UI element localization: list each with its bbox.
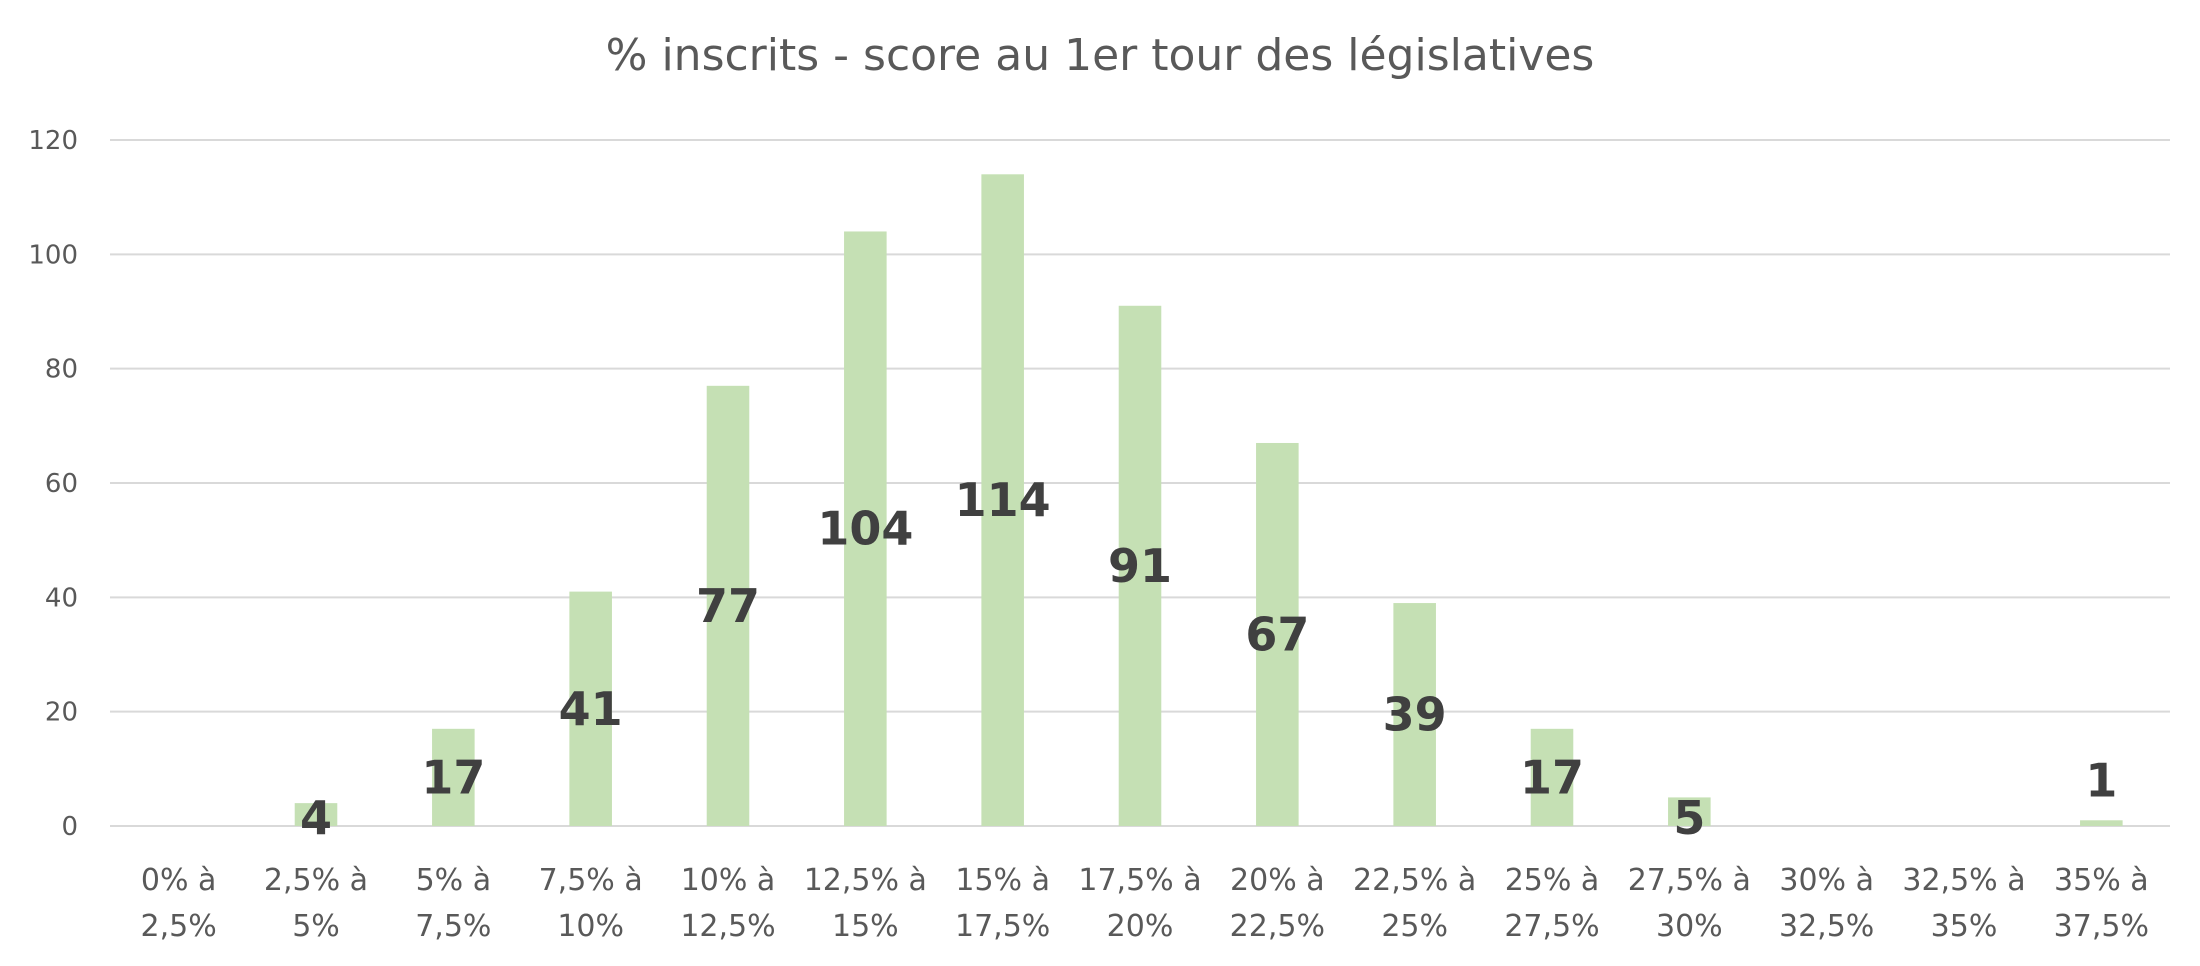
x-tick-label: 25% à bbox=[1505, 863, 1600, 898]
data-label: 1 bbox=[2085, 753, 2117, 807]
x-tick-label: 10% à bbox=[681, 863, 776, 898]
x-tick-label: 2,5% à bbox=[264, 863, 368, 898]
chart-title: % inscrits - score au 1er tour des légis… bbox=[605, 30, 1595, 81]
x-tick-label: 15% à bbox=[955, 863, 1050, 898]
x-tick-label: 25% bbox=[1381, 909, 1448, 944]
data-label: 17 bbox=[1520, 750, 1584, 804]
y-tick-label: 0 bbox=[61, 812, 78, 842]
data-label: 17 bbox=[421, 750, 485, 804]
data-label: 77 bbox=[696, 579, 760, 633]
bar bbox=[432, 728, 475, 826]
x-tick-label: 7,5% bbox=[415, 909, 491, 944]
x-tick-label: 7,5% à bbox=[539, 863, 643, 898]
data-label: 4 bbox=[300, 791, 332, 845]
x-tick-label: 35% bbox=[1931, 909, 1998, 944]
data-label: 104 bbox=[817, 502, 913, 556]
data-label: 41 bbox=[559, 682, 623, 736]
x-tick-label: 10% bbox=[557, 909, 624, 944]
x-tick-label: 27,5% bbox=[1504, 909, 1599, 944]
bar bbox=[1668, 797, 1711, 826]
y-tick-label: 20 bbox=[45, 698, 78, 728]
x-tick-label: 17,5% bbox=[955, 909, 1050, 944]
data-label: 91 bbox=[1108, 539, 1172, 593]
x-tick-label: 0% à bbox=[141, 863, 217, 898]
data-label: 5 bbox=[1673, 791, 1705, 845]
bar bbox=[569, 591, 612, 826]
y-tick-label: 100 bbox=[28, 240, 78, 270]
x-tick-label: 5% à bbox=[416, 863, 492, 898]
x-tick-label: 12,5% bbox=[680, 909, 775, 944]
x-tick-label: 32,5% à bbox=[1902, 863, 2025, 898]
bar bbox=[1530, 728, 1574, 826]
bar bbox=[2080, 820, 2123, 826]
bar bbox=[294, 803, 338, 826]
x-tick-label: 32,5% bbox=[1779, 909, 1874, 944]
y-tick-label: 80 bbox=[45, 355, 78, 385]
y-tick-label: 60 bbox=[45, 469, 78, 499]
x-tick-label: 27,5% à bbox=[1628, 863, 1751, 898]
x-tick-label: 15% bbox=[832, 909, 899, 944]
x-tick-label: 35% à bbox=[2054, 863, 2149, 898]
bar bbox=[706, 385, 750, 826]
bar bbox=[1256, 442, 1299, 826]
x-tick-label: 20% à bbox=[1230, 863, 1325, 898]
data-label: 67 bbox=[1245, 607, 1309, 661]
x-tick-label: 5% bbox=[292, 909, 340, 944]
x-tick-label: 22,5% bbox=[1230, 909, 1325, 944]
bar bbox=[1118, 305, 1162, 826]
y-tick-label: 40 bbox=[45, 583, 78, 613]
x-tick-label: 22,5% à bbox=[1353, 863, 1476, 898]
x-tick-label: 20% bbox=[1107, 909, 1174, 944]
x-tick-label: 2,5% bbox=[141, 909, 217, 944]
data-label: 114 bbox=[955, 473, 1051, 527]
bar bbox=[981, 174, 1024, 827]
data-label: 39 bbox=[1383, 688, 1447, 742]
x-tick-label: 12,5% à bbox=[804, 863, 927, 898]
x-tick-label: 30% à bbox=[1779, 863, 1874, 898]
bar bbox=[1393, 603, 1436, 826]
y-tick-label: 120 bbox=[28, 126, 78, 156]
x-tick-label: 30% bbox=[1656, 909, 1723, 944]
bar bbox=[844, 231, 887, 826]
x-tick-label: 37,5% bbox=[2054, 909, 2149, 944]
x-tick-label: 17,5% à bbox=[1078, 863, 1201, 898]
